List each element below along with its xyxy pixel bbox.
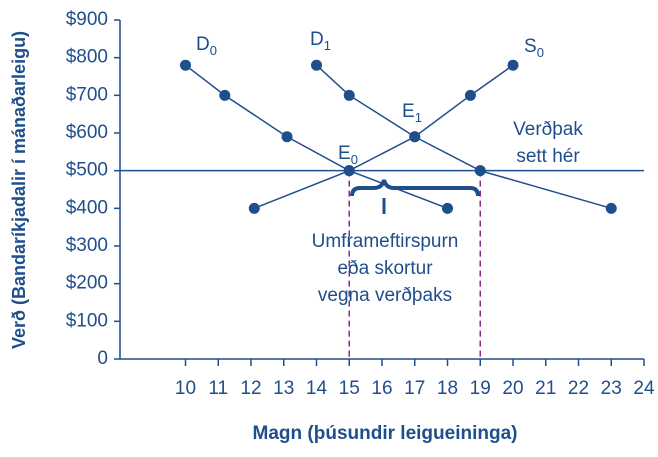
x-tick-label: 13: [273, 378, 294, 399]
y-tick-label: $500: [66, 160, 108, 181]
label-sub: 0: [210, 43, 217, 58]
curve-label: S0: [524, 36, 544, 60]
x-tick-label: 18: [437, 378, 458, 399]
curve-label: E1: [402, 101, 422, 125]
y-tick-label: $600: [66, 122, 108, 143]
point: [442, 202, 453, 214]
label-sub: 1: [415, 110, 422, 125]
y-tick-label: $300: [66, 235, 108, 256]
curve-label: D0: [196, 34, 217, 58]
point: [343, 165, 355, 177]
x-tick-label: 15: [339, 378, 360, 399]
brace: [350, 179, 480, 197]
point: [409, 131, 421, 143]
y-tick-label: $700: [66, 84, 108, 105]
label-base: S: [524, 36, 537, 57]
point: [180, 59, 191, 71]
x-tick-label: 21: [535, 378, 556, 399]
x-tick-label: 12: [240, 378, 261, 399]
point: [248, 202, 260, 214]
label-base: E: [338, 143, 351, 164]
y-axis-label: Verð (Bandaríkjadalir í mánaðarleigu): [9, 31, 29, 349]
point: [507, 59, 519, 71]
label-base: D: [310, 29, 324, 50]
y-tick-label: $400: [66, 197, 108, 218]
x-tick-label: 20: [502, 378, 523, 399]
ceiling-note: sett hér: [516, 146, 580, 167]
label-base: D: [196, 34, 210, 55]
y-tick-label: $200: [66, 273, 108, 294]
point: [281, 131, 293, 143]
y-tick-label: $100: [66, 310, 108, 331]
x-tick-label: 11: [208, 378, 228, 399]
y-tick-label: 0: [97, 348, 108, 369]
x-tick-label: 24: [633, 378, 655, 399]
point: [464, 89, 476, 101]
point: [474, 165, 486, 177]
point: [343, 89, 355, 101]
ceiling-note: Verðþak: [513, 119, 583, 140]
x-tick-label: 10: [175, 378, 196, 399]
curve-label: E0: [338, 143, 358, 167]
label-base: E: [402, 101, 415, 122]
y-tick-label: $900: [66, 9, 108, 30]
x-axis-label: Magn (þúsundir leigueininga): [253, 423, 518, 444]
point: [219, 89, 231, 101]
x-tick-label: 23: [601, 378, 622, 399]
label-sub: 0: [351, 152, 358, 167]
x-tick-label: 19: [470, 378, 491, 399]
shortage-note: vegna verðþaks: [318, 285, 452, 306]
x-tick-label: 22: [568, 378, 589, 399]
shortage-note: Umframeftirspurn: [312, 231, 459, 252]
x-tick-label: 16: [371, 378, 392, 399]
curve-label: D1: [310, 29, 331, 53]
label-sub: 0: [537, 45, 544, 60]
y-tick-label: $800: [66, 47, 108, 68]
label-sub: 1: [324, 38, 331, 53]
x-tick-label: 17: [404, 378, 425, 399]
shortage-note: eða skortur: [337, 258, 433, 279]
point: [605, 202, 617, 214]
point: [311, 59, 322, 71]
x-tick-label: 14: [306, 378, 328, 399]
